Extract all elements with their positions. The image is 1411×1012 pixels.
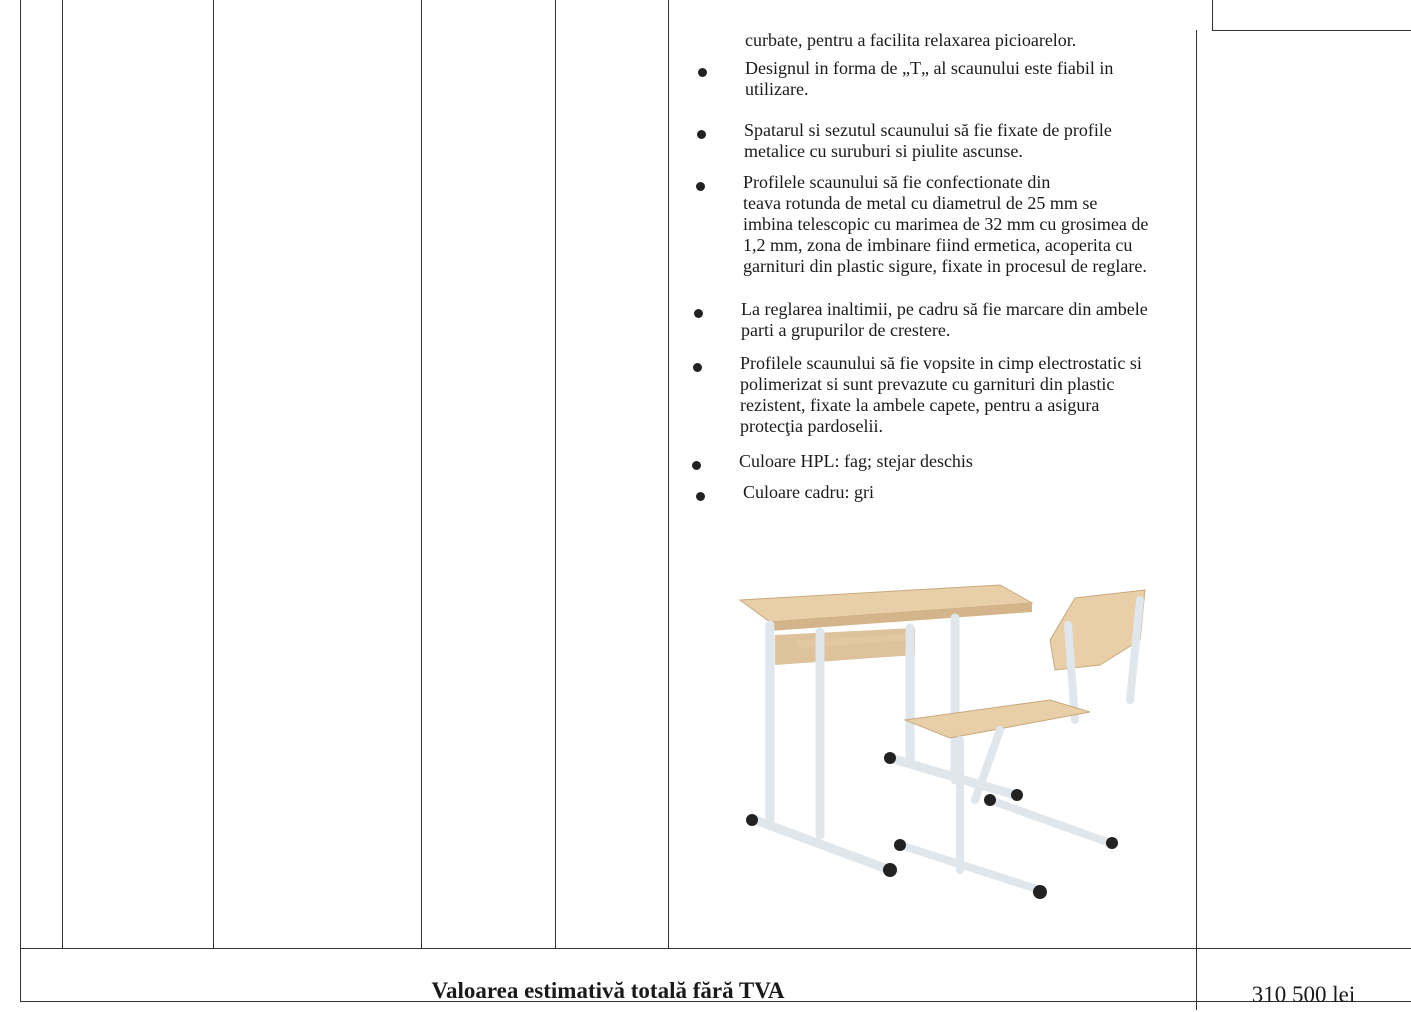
border (1212, 0, 1213, 30)
border (20, 1001, 1411, 1002)
border (20, 948, 1411, 949)
total-label: Valoarea estimativă totală fără TVA (431, 978, 785, 1003)
border (555, 0, 556, 948)
text-line: imbina telescopic cu marimea de 32 mm cu… (743, 214, 1149, 234)
text-line: Culoare HPL: fag; stejar deschis (739, 451, 973, 471)
border (421, 0, 422, 948)
bullet (696, 492, 705, 501)
total-value: 310 500 lei (1251, 982, 1356, 1007)
text-line: garnituri din plastic sigure, fixate in … (743, 256, 1147, 276)
text-line: parti a grupurilor de crestere. (741, 320, 951, 340)
bullet (693, 363, 702, 372)
text-line: Profilele scaunului să fie vopsite in ci… (740, 353, 1142, 373)
text-line: utilizare. (745, 79, 809, 99)
border (668, 0, 669, 948)
text-line: rezistent, fixate la ambele capete, pent… (740, 395, 1100, 415)
text-line: polimerizat si sunt prevazute cu garnitu… (740, 374, 1115, 394)
border (1196, 30, 1197, 1010)
border (62, 0, 63, 948)
text-line: La reglarea inaltimii, pe cadru să fie m… (741, 299, 1148, 319)
text-line: curbate, pentru a facilita relaxarea pic… (745, 30, 1077, 50)
border (20, 0, 21, 1002)
text-line: Spatarul si sezutul scaunului să fie fix… (744, 120, 1112, 140)
border (1212, 30, 1411, 31)
bullet (694, 309, 703, 318)
bullet (698, 68, 707, 77)
text-line: Culoare cadru: gri (743, 482, 874, 502)
bullet (692, 461, 701, 470)
border (213, 0, 214, 948)
text-line: Profilele scaunului să fie confectionate… (743, 172, 1051, 192)
text-line: teava rotunda de metal cu diametrul de 2… (743, 193, 1098, 213)
text-line: metalice cu suruburi si piulite ascunse. (744, 141, 1023, 161)
text-line: protecţia pardoselii. (740, 416, 883, 436)
bullet (697, 130, 706, 139)
text-line: 1,2 mm, zona de imbinare fiind ermetica,… (743, 235, 1133, 255)
bullet (696, 182, 705, 191)
text-line: Designul in forma de „T„ al scaunului es… (745, 58, 1114, 78)
